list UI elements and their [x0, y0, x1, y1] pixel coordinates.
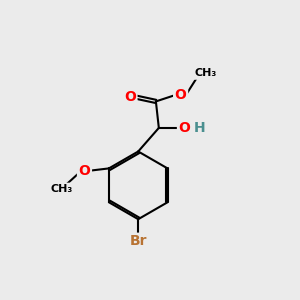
Text: ·: · [190, 118, 197, 136]
Text: Br: Br [130, 234, 147, 248]
Text: O: O [175, 88, 187, 102]
Text: H: H [194, 121, 205, 135]
Text: CH₃: CH₃ [51, 184, 73, 194]
Text: O: O [79, 164, 90, 178]
Text: CH₃: CH₃ [194, 68, 217, 78]
Text: O: O [124, 90, 136, 104]
Text: O: O [178, 121, 190, 135]
